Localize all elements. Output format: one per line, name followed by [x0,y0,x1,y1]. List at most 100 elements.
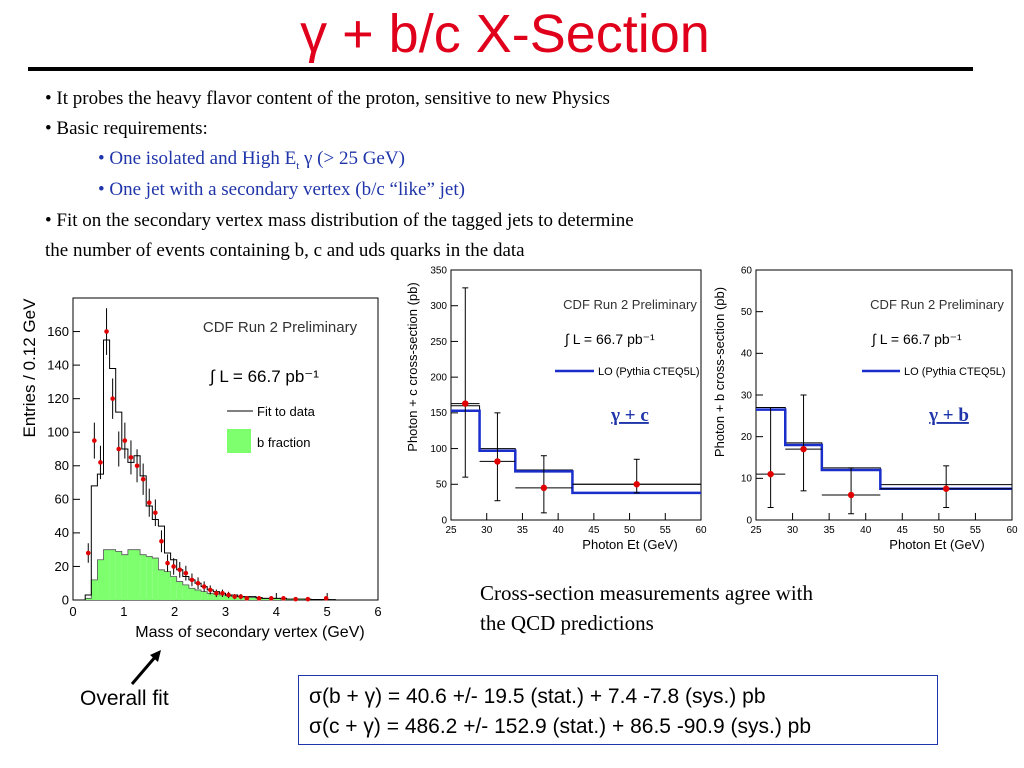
photon-b-cross-section-chart: 25 30 35 40 45 50 55 60 0 10 20 30 40 50 60 CDF Run 2 … [712,265,1018,552]
chart-0-data-point [238,594,244,599]
chart-0-legend-fit: Fit to data [257,404,316,419]
chart-0-data-point [140,476,146,482]
chart-0-data-point [171,564,176,569]
slide-title: γ + b/c X-Section [300,4,710,64]
chart-0-bfraction-bin [219,594,226,600]
chart-1-label: γ + c [610,405,649,426]
chart-2-ytick-label: 0 [746,515,752,526]
chart-0-xtick-label: 3 [222,604,229,619]
chart-1-ytick-label: 350 [430,265,447,276]
chart-1-xtick-label: 25 [445,525,457,536]
chart-0-bfraction-bin [109,549,116,600]
chart-2-title: CDF Run 2 Preliminary [870,297,1004,312]
chart-1-xtick-label: 40 [553,525,565,536]
chart-0-ytick-label: 100 [47,425,69,440]
chart-0-bfraction-bin [274,598,281,600]
chart-0-xtick-label: 4 [273,604,280,619]
chart-2-ytick-label: 40 [741,349,753,360]
chart-2-ytick-label: 60 [741,265,753,276]
sub-bullet-1-b: γ (> 25 GeV) [299,148,405,169]
chart-0-data-point [268,596,274,601]
chart-0-data-point [165,560,170,566]
chart-2-xtick-label: 50 [933,525,945,536]
chart-0-bfraction-bin [103,549,110,600]
chart-0-data-point [110,396,115,401]
chart-0-ylabel: Entries / 0.12 GeV [20,298,39,438]
chart-0-data-point [244,596,250,601]
chart-1-annotation: ∫ L = 66.7 pb⁻¹ [564,331,655,347]
chart-0-bfraction-bin [97,559,104,600]
chart-0-bfraction-bin [152,558,159,600]
chart-2-legend: LO (Pythia CTEQ5L) [904,366,1005,378]
chart-0-ytick-label: 160 [47,324,69,339]
chart-1-ytick-label: 0 [441,515,447,526]
chart-2-ytick-label: 20 [741,432,753,443]
chart-2-ytick-label: 10 [741,474,753,485]
chart-0-bfraction-bin [262,598,269,600]
chart-2-xtick-label: 40 [860,525,872,536]
chart-0-ytick-label: 140 [47,357,69,372]
chart-2-xlabel: Photon Et (GeV) [889,537,984,552]
chart-0-data-point [116,446,122,452]
chart-0-bfraction-bin [201,591,208,600]
chart-1-ytick-label: 100 [430,444,447,455]
sub-bullet-1-sub: t [296,159,300,172]
chart-0-data-point [226,592,231,598]
chart-0-bfraction-bin [121,554,128,600]
chart-1-ytick-label: 200 [430,372,447,383]
chart-0-bfraction-bin [127,549,134,600]
chart-0-data-point [323,596,329,601]
chart-0-data-point [177,567,183,573]
chart-1-data-point [462,400,469,407]
chart-0-data-point [85,550,91,556]
bullet-3-line-1: • Fit on the secondary vertex mass distr… [45,210,634,231]
caption: Cross-section measurements agree with th… [480,578,813,638]
chart-2-data-point [942,485,950,492]
chart-0-bfraction-bin [249,597,256,600]
chart-0-xtick-label: 6 [374,604,381,619]
chart-2-xtick-label: 55 [970,525,982,536]
chart-0-legend-swatch-b [227,429,251,453]
chart-0-data-point [146,500,152,505]
title-rule [28,67,973,71]
chart-0-bfraction-bin [164,571,171,600]
chart-1-xtick-label: 35 [517,525,529,536]
chart-0-data-point [122,438,128,443]
bullet-1: • It probes the heavy flavor content of … [45,88,610,109]
chart-2-xtick-label: 25 [750,525,762,536]
result-c-gamma: σ(c + γ) = 486.2 +/- 152.9 (stat.) + 86.… [309,715,812,738]
chart-0-data-point [134,463,140,469]
chart-2-data-point [767,470,774,478]
chart-0-data-point [281,596,286,601]
caption-line-2: the QCD predictions [480,611,654,635]
chart-2-lo-line [756,408,1012,490]
sub-bullet-1: • One isolated and High Et γ (> 25 GeV) [98,145,405,180]
chart-0-bfraction-bin [115,551,122,600]
chart-2-ytick-label: 30 [741,390,753,401]
chart-0-xtick-label: 1 [120,604,127,619]
chart-0-ytick-label: 120 [47,391,69,406]
chart-0-data-point [98,460,103,465]
chart-0-bfraction-bin [188,588,195,600]
chart-0-xtick-label: 2 [171,604,178,619]
chart-1-legend: LO (Pythia CTEQ5L) [598,366,699,378]
chart-0-ytick-label: 80 [55,458,69,473]
chart-0-legend-b: b fraction [257,435,310,450]
chart-0-bfraction-bin [134,549,141,600]
chart-1-xtick-label: 55 [660,525,672,536]
chart-1-data-point [494,458,501,465]
chart-0-data-point [195,580,201,586]
chart-0-data-point [159,538,164,544]
chart-2-ylabel: Photon + b cross-section (pb) [712,287,727,457]
photon-c-cross-section-chart: 25 30 35 40 45 50 55 60 0 50 100 150 200 250 300 350 CD… [405,265,707,552]
chart-0-data-point [305,596,311,602]
chart-0-bfraction-bin [195,589,202,600]
sub-bullet-1-a: • One isolated and High E [98,148,297,169]
chart-1-xtick-label: 50 [624,525,636,536]
bullet-2: • Basic requirements: [45,118,208,139]
chart-2-xtick-label: 35 [824,525,836,536]
chart-0-data-point [189,577,195,583]
chart-0-xtick-label: 5 [324,604,331,619]
caption-line-1: Cross-section measurements agree with [480,581,813,605]
